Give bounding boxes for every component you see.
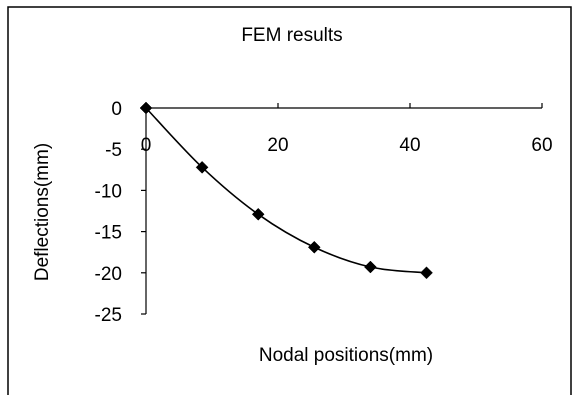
- x-tick-label: 60: [531, 135, 552, 156]
- x-tick-label: 0: [141, 135, 152, 156]
- series-line: [145, 107, 427, 274]
- x-tick-label: 40: [399, 135, 420, 156]
- y-tick-label: 0: [111, 99, 122, 120]
- chart-border: [7, 6, 572, 395]
- tick-labels: 0 20 40 60 0 -5 -10 -15 -20 -25: [95, 99, 553, 326]
- x-tick-label: 20: [267, 135, 288, 156]
- series-markers: [139, 101, 433, 280]
- x-axis-title: Nodal positions(mm): [259, 345, 433, 366]
- axes: [141, 103, 543, 315]
- data-point-marker: [307, 240, 321, 254]
- y-tick-label: -25: [95, 305, 122, 326]
- series-line-path: [145, 107, 427, 274]
- data-point-marker: [251, 207, 265, 221]
- chart-title: FEM results: [241, 25, 342, 46]
- y-tick-label: -15: [95, 223, 122, 244]
- y-tick-label: -5: [105, 140, 122, 161]
- data-point-marker: [364, 260, 377, 274]
- y-axis-title: Deflections(mm): [32, 143, 53, 281]
- data-point-marker: [420, 266, 433, 280]
- y-tick-label: -10: [95, 181, 122, 202]
- data-point-marker: [139, 101, 153, 115]
- data-point-marker: [195, 160, 209, 174]
- y-tick-label: -20: [95, 264, 122, 285]
